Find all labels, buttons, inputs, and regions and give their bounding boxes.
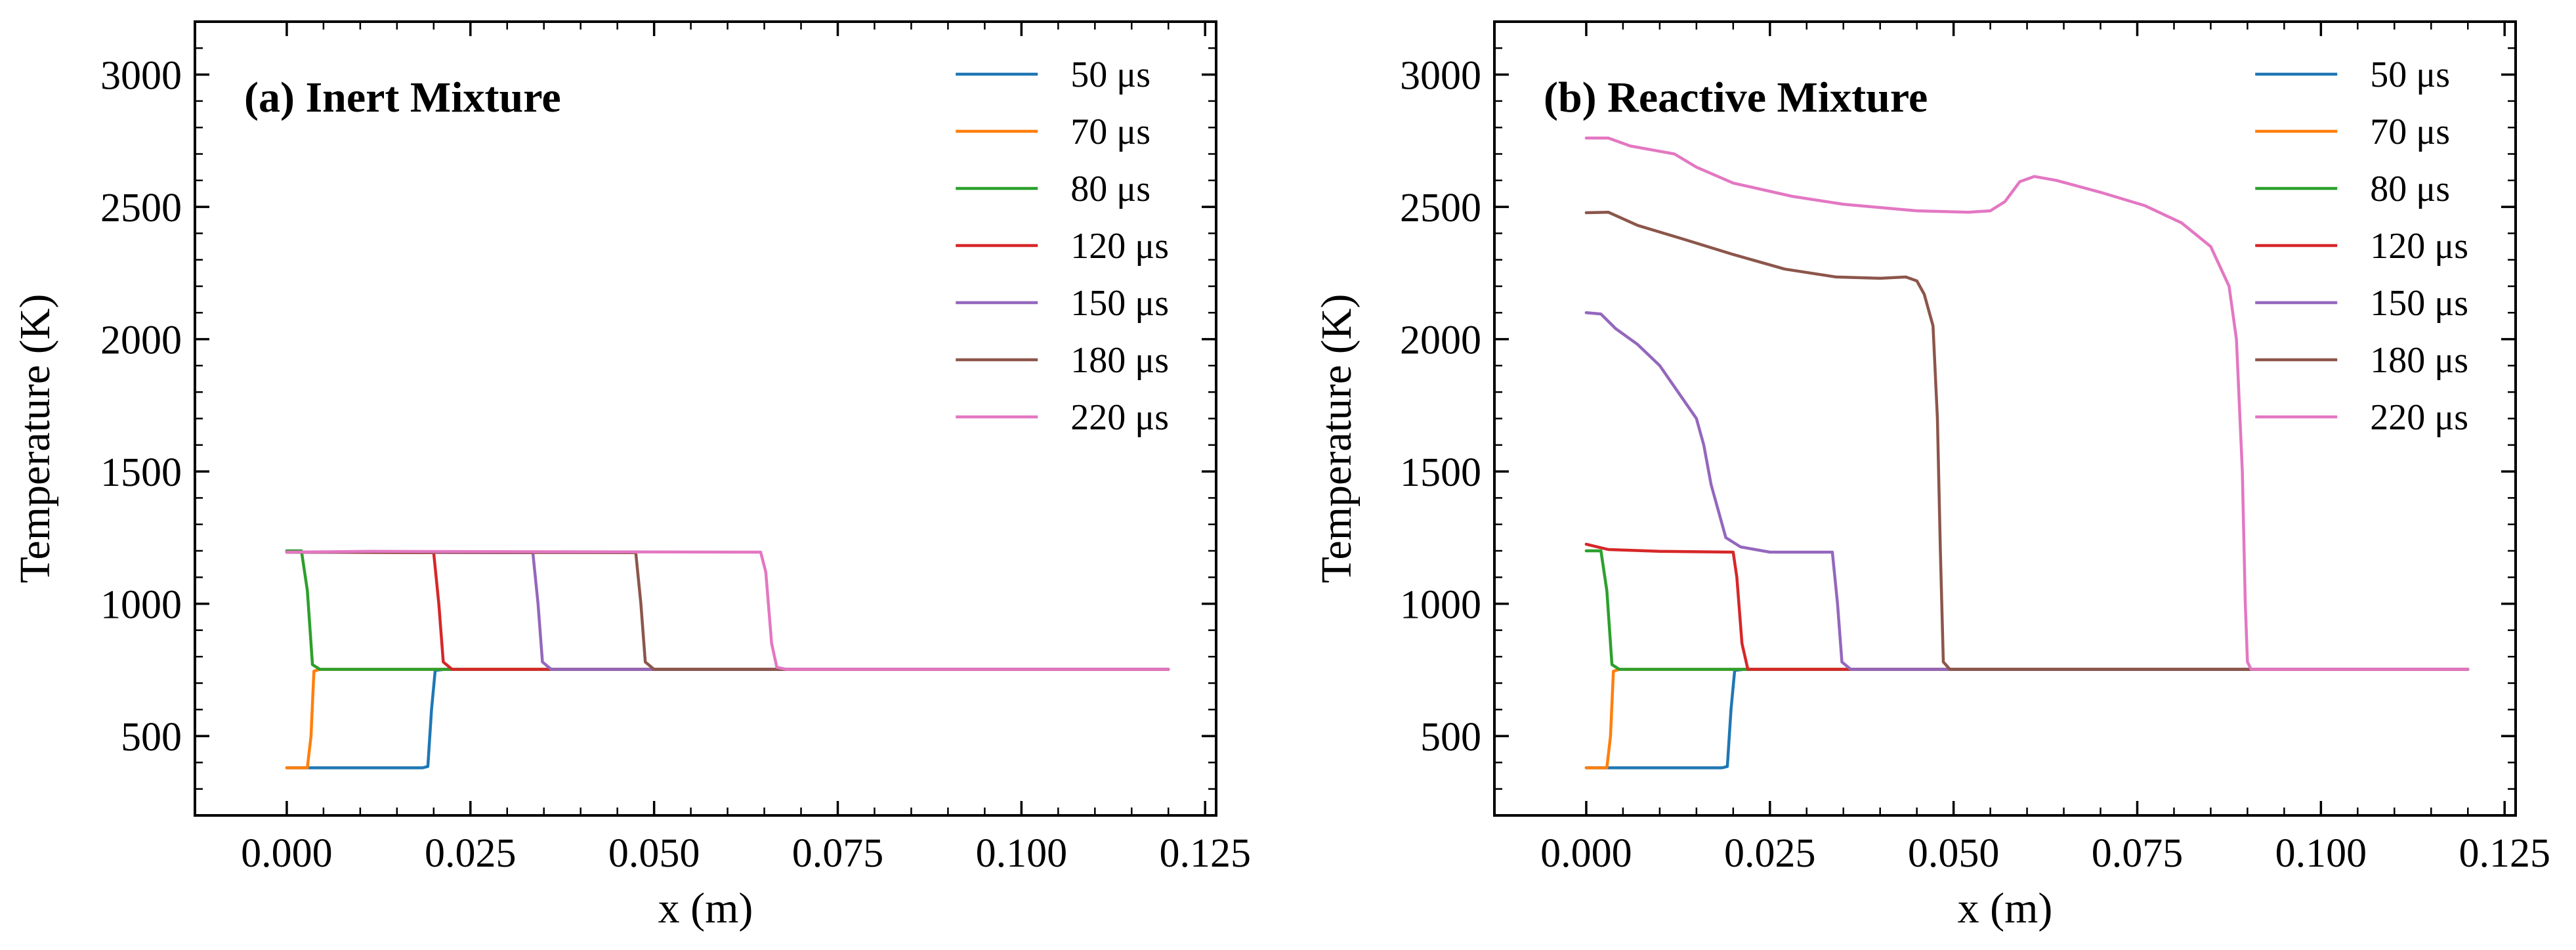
x-tick-label: 0.125 (1159, 831, 1251, 876)
legend-label: 220 μs (2370, 397, 2468, 438)
panel-title: (a) Inert Mixture (244, 74, 561, 121)
y-tick-label: 1500 (100, 450, 182, 495)
x-tick-label: 0.100 (2275, 831, 2367, 876)
series-line-220us (285, 550, 1170, 671)
series-line-120us (285, 550, 1170, 671)
legend-label: 80 μs (1070, 169, 1151, 209)
legend-label: 50 μs (1070, 54, 1151, 95)
y-tick-label: 500 (1420, 715, 1481, 760)
y-tick-label: 1000 (100, 583, 182, 628)
series-line-80us (285, 549, 1170, 671)
axes-frame (194, 20, 1217, 817)
series-line-50us (1584, 668, 2470, 769)
legend-label: 180 μs (2370, 340, 2468, 381)
series-line-180us (1584, 210, 2470, 671)
x-tick-label: 0.125 (2459, 831, 2550, 876)
x-tick-label: 0.050 (608, 831, 700, 876)
y-tick-label: 2500 (100, 186, 182, 230)
legend-label: 70 μs (2370, 112, 2450, 152)
x-tick-label: 0.075 (2092, 831, 2184, 876)
series-line-70us (1584, 668, 2470, 769)
x-tick-label: 0.025 (1724, 831, 1816, 876)
series-line-220us (1584, 137, 2470, 671)
x-axis-title: x (m) (658, 884, 753, 932)
x-tick-label: 0.025 (425, 831, 517, 876)
legend-label: 120 μs (1070, 226, 1169, 267)
y-axis-title: Temperature (K) (11, 294, 59, 584)
y-tick-label: 2500 (1400, 186, 1481, 230)
panel-title: (b) Reactive Mixture (1544, 74, 1928, 121)
y-axis-title: Temperature (K) (1313, 294, 1361, 584)
y-tick-label: 500 (121, 715, 182, 760)
legend-label: 150 μs (2370, 283, 2468, 324)
series-line-50us (285, 668, 1170, 769)
legend-label: 150 μs (1070, 283, 1169, 324)
panel-reactive-mixture: Temperature (K) x (m) (b) Reactive Mixtu… (1313, 20, 2550, 932)
legend-label: 180 μs (1070, 340, 1169, 381)
panel-inert-mixture: Temperature (K) x (m) (a) Inert Mixture … (11, 20, 1251, 932)
series-line-150us (1584, 311, 2470, 671)
series-line-120us (1584, 542, 2470, 671)
legend-label: 120 μs (2370, 226, 2468, 267)
x-tick-label: 0.000 (1540, 831, 1632, 876)
y-tick-label: 1500 (1400, 450, 1481, 495)
series-line-150us (285, 550, 1170, 671)
x-tick-label: 0.075 (792, 831, 884, 876)
x-tick-label: 0.000 (241, 831, 333, 876)
x-axis-title: x (m) (1958, 884, 2053, 932)
axes-frame (1493, 20, 2517, 817)
x-tick-label: 0.100 (976, 831, 1068, 876)
y-tick-label: 2000 (100, 318, 182, 363)
legend-label: 70 μs (1070, 112, 1151, 152)
legend-label: 220 μs (1070, 397, 1169, 438)
y-tick-label: 3000 (100, 54, 182, 98)
series-line-80us (1584, 549, 2470, 671)
y-tick-label: 2000 (1400, 318, 1481, 363)
y-tick-label: 1000 (1400, 583, 1481, 628)
x-tick-label: 0.050 (1908, 831, 2000, 876)
series-line-70us (285, 668, 1170, 769)
series-line-180us (285, 550, 1170, 671)
y-tick-label: 3000 (1400, 54, 1481, 98)
legend-label: 50 μs (2370, 54, 2450, 95)
legend-label: 80 μs (2370, 169, 2450, 209)
